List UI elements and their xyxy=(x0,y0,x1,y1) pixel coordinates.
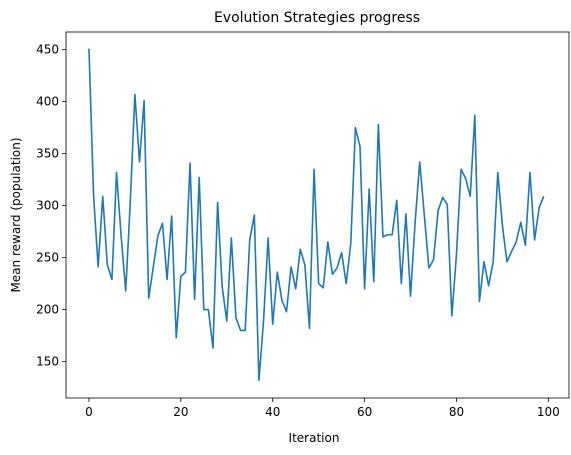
y-tick-label: 400 xyxy=(36,95,59,109)
x-tick-label: 20 xyxy=(173,405,188,419)
y-axis-label: Mean reward (population) xyxy=(9,137,23,292)
chart-title: Evolution Strategies progress xyxy=(214,10,420,26)
x-tick-label: 0 xyxy=(85,405,93,419)
x-tick-label: 100 xyxy=(537,405,560,419)
y-tick-label: 350 xyxy=(36,147,59,161)
y-tick-label: 450 xyxy=(36,43,59,57)
x-tick-label: 60 xyxy=(357,405,372,419)
y-axis: 150 200 250 300 350 400 450 xyxy=(36,43,66,369)
x-axis-label: Iteration xyxy=(289,431,340,445)
x-tick-label: 40 xyxy=(265,405,280,419)
plot-area-frame xyxy=(65,31,570,399)
y-tick-label: 250 xyxy=(36,251,59,265)
y-tick-label: 150 xyxy=(36,355,59,369)
series-line xyxy=(88,48,545,382)
y-tick-label: 300 xyxy=(36,199,59,213)
x-axis: 0 20 40 60 80 100 xyxy=(85,398,560,419)
x-tick-label: 80 xyxy=(449,405,464,419)
y-tick-label: 200 xyxy=(36,303,59,317)
